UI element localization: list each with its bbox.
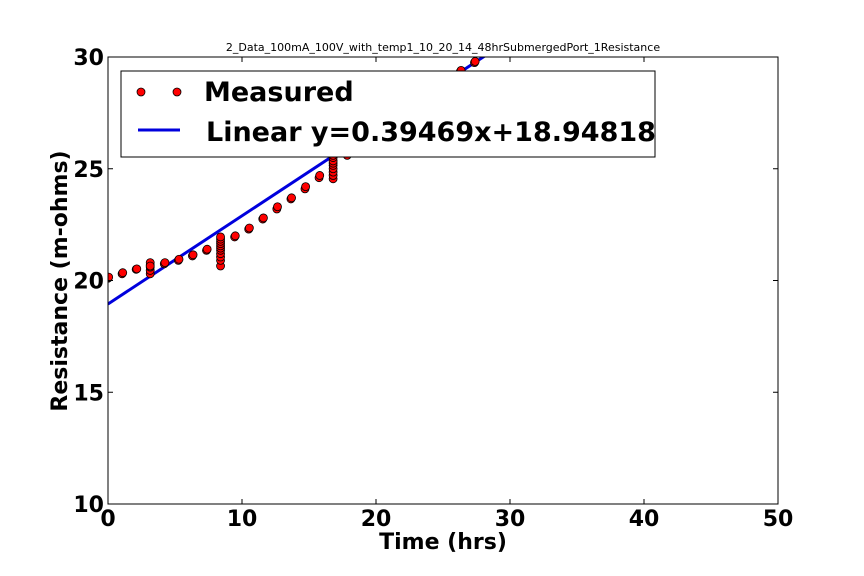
y-tick-label: 25	[73, 158, 104, 183]
legend-label-linear: Linear y=0.39469x+18.94818	[206, 117, 656, 148]
measured-point	[315, 171, 325, 180]
measured-point	[287, 193, 296, 203]
measured-point	[108, 272, 114, 282]
legend-marker-measured-1	[136, 87, 146, 97]
measured-point	[145, 261, 155, 271]
legend-box	[120, 70, 656, 158]
y-tick-label: 10	[73, 493, 104, 518]
measured-point	[188, 250, 198, 260]
y-tick-label: 15	[73, 381, 104, 406]
y-axis-label: Resistance (m-ohms)	[48, 150, 73, 411]
legend: Measured Linear y=0.39469x+18.94818	[120, 70, 656, 158]
measured-point	[259, 213, 268, 223]
measured-point	[244, 223, 254, 233]
y-tick-label: 30	[73, 46, 104, 71]
measured-point	[174, 254, 184, 264]
x-tick-label: 0	[100, 507, 115, 532]
legend-label-measured: Measured	[204, 77, 354, 108]
x-tick-label: 30	[495, 507, 526, 532]
y-tick-label: 20	[73, 270, 104, 295]
measured-point	[202, 244, 212, 254]
measured-point	[118, 268, 128, 278]
x-tick-label: 50	[763, 507, 794, 532]
measured-point	[132, 264, 142, 274]
measured-point	[230, 231, 240, 241]
measured-point	[301, 182, 311, 192]
legend-marker-measured-2	[172, 87, 182, 97]
x-tick-label: 20	[361, 507, 392, 532]
x-axis-label: Time (hrs)	[379, 530, 507, 555]
measured-point	[273, 202, 282, 212]
measured-point	[160, 258, 170, 268]
measured-point	[470, 57, 480, 66]
chart-title: 2_Data_100mA_100V_with_temp1_10_20_14_48…	[226, 41, 660, 54]
x-tick-label: 10	[227, 507, 258, 532]
measured-point	[216, 232, 225, 242]
x-tick-label: 40	[629, 507, 660, 532]
